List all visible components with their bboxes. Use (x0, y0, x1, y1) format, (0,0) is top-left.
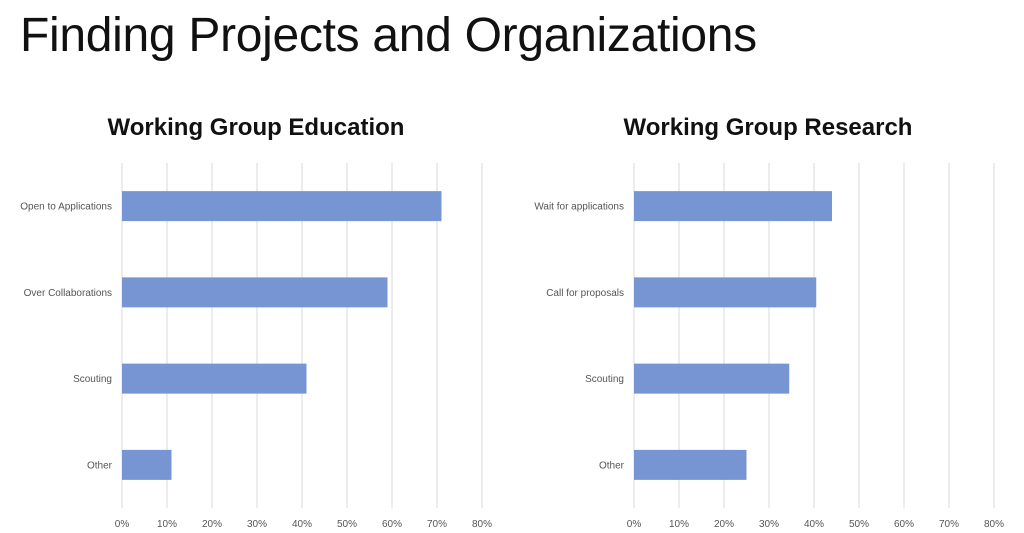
chart-education: Working Group Education 0% 10% 20% 30% 40% 50… (0, 110, 512, 533)
x-tick-label: 50% (337, 519, 357, 530)
category-label: Over Collaborations (24, 288, 112, 299)
category-label: Wait for applications (534, 202, 624, 213)
category-label: Other (599, 460, 625, 471)
x-tick-label: 80% (984, 519, 1004, 530)
category-label: Other (87, 460, 113, 471)
slide-title: Finding Projects and Organizations (20, 9, 757, 62)
chart-plot: 0% 10% 20% 30% 40% 50% 60% 70% 80% Wait for appli… (534, 163, 1004, 530)
x-tick-label: 60% (382, 519, 402, 530)
x-tick-label: 80% (472, 519, 492, 530)
bar (122, 449, 172, 480)
x-tick-label: 30% (759, 519, 779, 530)
chart-title: Working Group Research (623, 114, 913, 141)
bar (634, 191, 832, 222)
category-label: Call for proposals (546, 288, 624, 299)
x-tick-label: 30% (247, 519, 267, 530)
x-tick-label: 60% (894, 519, 914, 530)
chart-plot: 0% 10% 20% 30% 40% 50% 60% 70% 80% Open to Applic… (20, 163, 492, 530)
bar (634, 449, 747, 480)
x-tick-label: 0% (115, 519, 130, 530)
category-label: Scouting (585, 374, 624, 385)
category-label: Scouting (73, 374, 112, 385)
bar (122, 277, 388, 308)
bar (122, 191, 442, 222)
bar (634, 363, 790, 394)
x-tick-label: 10% (157, 519, 177, 530)
x-tick-label: 40% (804, 519, 824, 530)
x-tick-label: 70% (939, 519, 959, 530)
category-label: Open to Applications (20, 202, 112, 213)
x-tick-label: 50% (849, 519, 869, 530)
x-tick-label: 40% (292, 519, 312, 530)
x-tick-label: 0% (627, 519, 642, 530)
chart-title: Working Group Education (107, 114, 405, 141)
x-tick-label: 10% (669, 519, 689, 530)
x-tick-label: 20% (714, 519, 734, 530)
x-tick-label: 20% (202, 519, 222, 530)
bar (634, 277, 817, 308)
x-tick-label: 70% (427, 519, 447, 530)
chart-research: Working Group Research 0% 10% 20% 30% 40% 50%… (512, 110, 1024, 533)
bar (122, 363, 307, 394)
